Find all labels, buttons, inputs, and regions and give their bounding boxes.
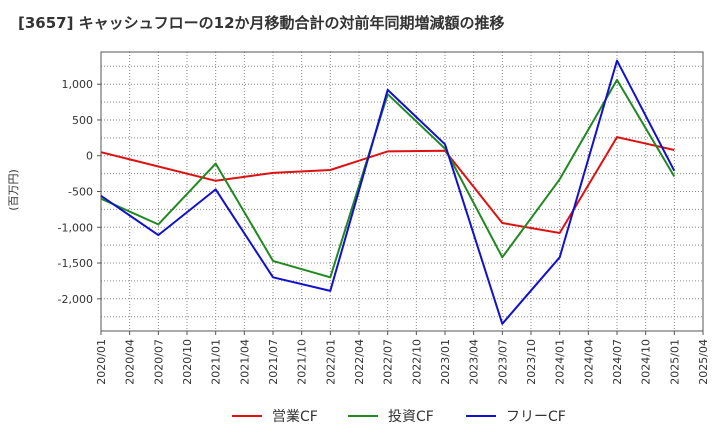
x-tick-label: 2023/10 bbox=[525, 339, 538, 385]
x-tick-label: 2021/01 bbox=[210, 339, 223, 385]
x-tick-label: 2024/01 bbox=[554, 339, 567, 385]
x-tick-label: 2022/07 bbox=[382, 339, 395, 385]
y-tick-label: -1,500 bbox=[58, 257, 93, 270]
x-tick-label: 2020/04 bbox=[124, 339, 137, 385]
x-tick-label: 2020/10 bbox=[181, 339, 194, 385]
x-tick-label: 2020/07 bbox=[152, 339, 165, 385]
legend-label: 投資CF bbox=[388, 409, 434, 425]
x-tick-label: 2022/01 bbox=[324, 339, 337, 385]
x-tick-label: 2021/04 bbox=[238, 339, 251, 385]
y-tick-label: -1,000 bbox=[58, 221, 93, 234]
x-tick-label: 2020/01 bbox=[95, 339, 108, 385]
legend-label: 営業CF bbox=[272, 409, 318, 425]
y-tick-label: 500 bbox=[72, 114, 93, 127]
y-tick-label: 1,000 bbox=[62, 78, 94, 91]
x-tick-label: 2025/01 bbox=[668, 339, 681, 385]
x-tick-label: 2023/07 bbox=[496, 339, 509, 385]
x-tick-label: 2022/04 bbox=[353, 339, 366, 385]
x-tick-label: 2024/07 bbox=[611, 339, 624, 385]
x-tick-label: 2021/07 bbox=[267, 339, 280, 385]
x-tick-label: 2023/04 bbox=[468, 339, 481, 385]
x-tick-label: 2023/01 bbox=[439, 339, 452, 385]
x-tick-label: 2022/10 bbox=[410, 339, 423, 385]
series-line bbox=[100, 78, 676, 279]
series-line bbox=[100, 59, 676, 325]
x-tick-label: 2024/10 bbox=[640, 339, 653, 385]
x-tick-label: 2021/10 bbox=[296, 339, 309, 385]
series-line bbox=[100, 136, 675, 234]
x-tick-label: 2025/04 bbox=[697, 339, 710, 385]
y-axis-label: (百万円) bbox=[7, 169, 20, 211]
y-tick-label: 0 bbox=[86, 150, 93, 163]
y-tick-label: -500 bbox=[68, 186, 93, 199]
chart-title: [3657] キャッシュフローの12か月移動合計の対前年同期増減額の推移 bbox=[18, 14, 505, 32]
y-tick-label: -2,000 bbox=[58, 293, 93, 306]
legend-label: フリーCF bbox=[506, 409, 566, 425]
x-tick-label: 2024/04 bbox=[582, 339, 595, 385]
